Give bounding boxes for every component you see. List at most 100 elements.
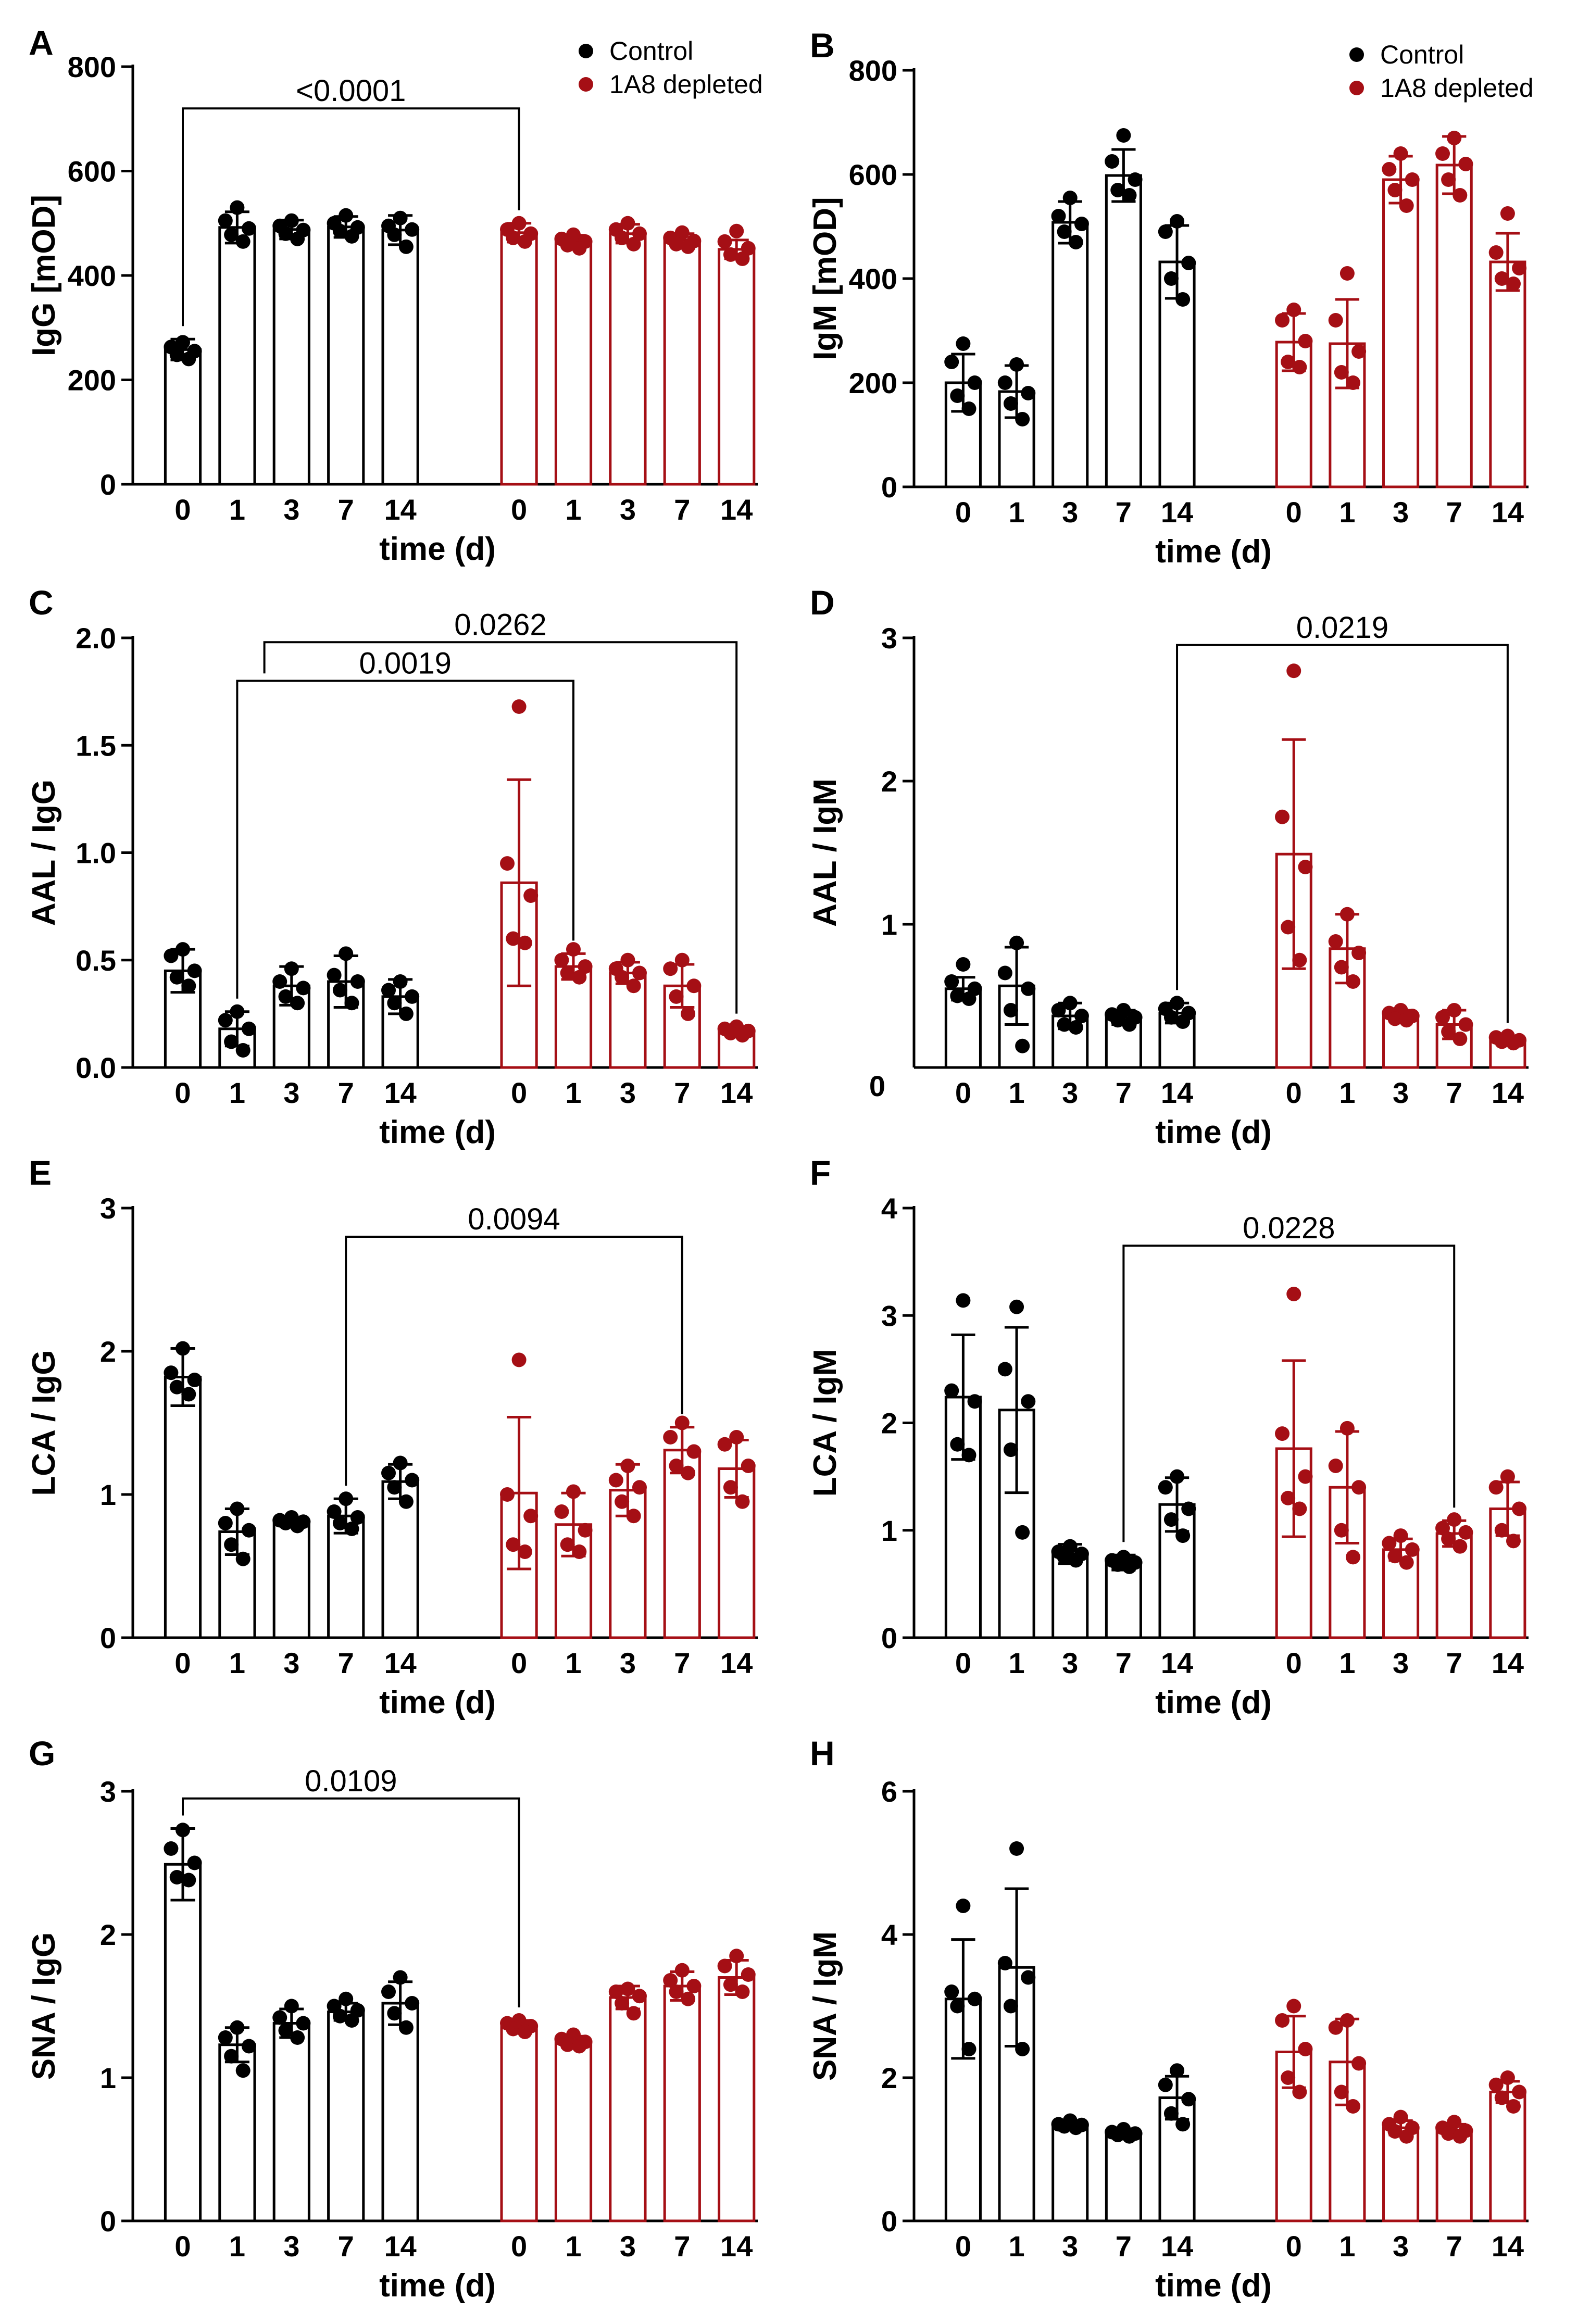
- data-point: [1453, 2129, 1468, 2144]
- x-tick-label: 7: [338, 2230, 354, 2263]
- data-point: [1351, 344, 1367, 359]
- data-point: [674, 1963, 690, 1978]
- data-point: [350, 1510, 365, 1525]
- data-point: [1275, 809, 1290, 824]
- data-point: [1346, 974, 1361, 989]
- y-tick-label: 1: [100, 2062, 116, 2094]
- significance-bracket: 0.0262: [263, 608, 738, 1014]
- data-point: [339, 208, 354, 223]
- y-tick-label: 2: [881, 1407, 897, 1440]
- data-point: [717, 1958, 732, 1974]
- data-point: [1512, 2084, 1527, 2100]
- bar: [1105, 174, 1142, 488]
- x-tick-label: 7: [338, 1076, 354, 1109]
- data-point: [332, 2008, 347, 2024]
- data-point: [1158, 1480, 1173, 1495]
- y-tick-label: 3: [881, 622, 897, 655]
- data-point: [961, 401, 976, 416]
- bar: [609, 1996, 647, 2222]
- y-tick-label: 200: [68, 364, 116, 397]
- data-point: [1334, 1523, 1349, 1538]
- data-point: [393, 1455, 408, 1471]
- x-tick-label: 0: [511, 493, 527, 526]
- data-point: [1292, 952, 1307, 968]
- data-point: [961, 1448, 976, 1463]
- x-tick-label: 1: [1008, 496, 1024, 529]
- x-tick-label: 1: [1008, 1076, 1024, 1109]
- x-tick-label: 7: [1446, 1076, 1462, 1109]
- data-point: [506, 1537, 521, 1552]
- data-point: [1170, 1469, 1185, 1484]
- data-point: [1488, 245, 1504, 260]
- y-tick-label: 6: [881, 1775, 897, 1808]
- data-point: [523, 888, 539, 903]
- data-point: [517, 935, 532, 950]
- data-point: [344, 2013, 359, 2028]
- data-point: [1003, 1442, 1018, 1458]
- data-point: [169, 347, 184, 362]
- data-point: [164, 1841, 179, 1856]
- data-point: [1286, 1287, 1301, 1301]
- data-point: [1453, 1032, 1468, 1046]
- x-tick-label: 3: [620, 2230, 636, 2263]
- x-tick-label: 14: [720, 1076, 753, 1109]
- data-point: [1399, 1555, 1414, 1570]
- data-point: [1339, 1421, 1355, 1436]
- x-tick-label: 14: [1161, 496, 1193, 529]
- bar: [1435, 164, 1473, 488]
- x-tick-label: 1: [229, 2230, 245, 2263]
- x-tick-label: 1: [1339, 1076, 1355, 1109]
- x-tick-label: 0: [1286, 1076, 1302, 1109]
- data-point: [381, 1984, 396, 1999]
- bar: [554, 965, 593, 1069]
- significance-bracket: 0.0228: [1122, 1211, 1456, 1542]
- data-point: [674, 952, 690, 968]
- x-tick-label: 3: [283, 2230, 299, 2263]
- bar: [327, 225, 365, 486]
- bar: [1435, 2128, 1473, 2222]
- data-point: [290, 231, 305, 246]
- data-point: [1447, 131, 1462, 145]
- x-tick-label: 7: [1446, 496, 1462, 529]
- data-point: [387, 227, 402, 242]
- data-point: [181, 1387, 196, 1402]
- data-point: [1453, 1539, 1468, 1554]
- x-tick-label: 7: [1116, 1076, 1132, 1109]
- data-point: [674, 225, 690, 240]
- data-point: [554, 952, 569, 968]
- data-point: [566, 942, 581, 957]
- data-point: [632, 965, 647, 981]
- data-point: [686, 978, 702, 994]
- bar: [1051, 2124, 1089, 2222]
- legend-label-depleted: 1A8 depleted: [609, 70, 763, 99]
- data-point: [741, 1967, 756, 1982]
- data-point: [723, 1026, 738, 1040]
- bar: [164, 1376, 202, 1639]
- data-point: [997, 965, 1012, 981]
- data-point: [1494, 1523, 1509, 1538]
- data-point: [1015, 412, 1030, 426]
- data-point: [1494, 271, 1509, 286]
- data-point: [278, 2023, 293, 2038]
- data-point: [511, 1352, 527, 1367]
- x-axis-title: time (d): [1155, 534, 1272, 570]
- data-point: [398, 239, 414, 254]
- data-point: [566, 1484, 581, 1499]
- data-point: [717, 234, 732, 249]
- y-tick-label: 400: [68, 259, 116, 292]
- data-point: [608, 1984, 623, 1999]
- data-point: [290, 1518, 305, 1534]
- p-value-label: 0.0019: [359, 647, 451, 681]
- bar: [381, 2002, 419, 2222]
- data-point: [387, 2006, 402, 2021]
- data-point: [327, 1504, 342, 1519]
- data-point: [1387, 2124, 1403, 2139]
- data-point: [393, 974, 408, 989]
- data-point: [381, 983, 396, 998]
- data-point: [230, 1004, 245, 1019]
- data-point: [1351, 2056, 1367, 2071]
- bar: [500, 2025, 538, 2222]
- y-tick-label: 2: [881, 765, 897, 798]
- data-point: [1286, 303, 1301, 317]
- legend-label-control: Control: [1380, 40, 1464, 69]
